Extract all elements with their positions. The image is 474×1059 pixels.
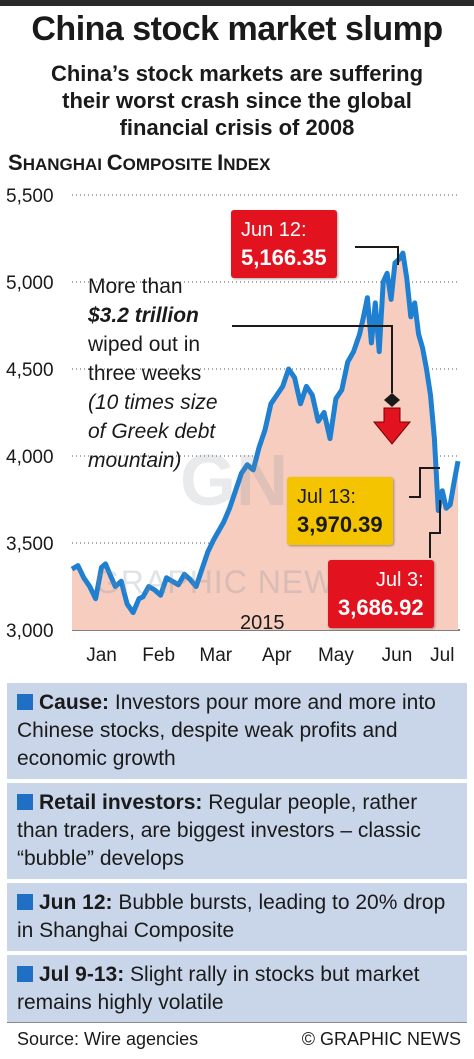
x-tick-label: Apr — [262, 645, 292, 666]
panel-key: Jul 9-13: — [39, 963, 125, 986]
chart-title-i: I — [217, 150, 224, 175]
x-tick-label: May — [318, 645, 354, 666]
jun12-value: 5,166.35 — [241, 245, 327, 270]
watermark-text: GRAPHIC NEWS — [95, 564, 358, 600]
y-tick-label: 3,000 — [6, 621, 54, 642]
chart-title-c: C — [106, 150, 123, 175]
footer: Source: Wire agencies © GRAPHIC NEWS — [7, 1022, 467, 1053]
note-leader — [232, 325, 393, 393]
note-line-1: More than — [88, 275, 183, 298]
note-line-3: wiped out in — [88, 333, 201, 356]
x-axis-ticks: Jan Feb Mar Apr May Jun Jul — [86, 645, 454, 666]
x-tick-label: Mar — [199, 645, 232, 666]
chart-title-s: S — [8, 150, 23, 175]
index-line — [70, 250, 461, 616]
panel-key: Cause: — [39, 691, 110, 714]
subhead-line-2: their worst crash since the global — [62, 88, 412, 113]
jul3-callout: Jul 3: 3,686.92 — [328, 560, 434, 628]
jul13-label: Jul 13: — [297, 486, 356, 508]
panel-text: Slight rally in stocks but market remain… — [17, 963, 420, 1014]
panel-retail-investors: Retail investors: Regular people, rather… — [7, 783, 467, 879]
bullet-square-icon — [17, 694, 33, 710]
x-tick-label: Jun — [382, 645, 413, 666]
note-line-5: (10 times size — [88, 391, 218, 414]
jul3-leader — [429, 500, 441, 558]
subhead-line-1: China’s stock markets are suffering — [50, 61, 424, 86]
panel-cause: Cause: Investors pour more and more into… — [7, 683, 467, 779]
year-label: 2015 — [240, 612, 285, 634]
jul13-callout: Jul 13: 3,970.39 — [287, 477, 393, 545]
y-tick-label: 5,000 — [6, 273, 54, 294]
headline: China stock market slump — [31, 10, 443, 48]
note-line-2: $3.2 trillion — [88, 304, 199, 327]
source-credit: Source: Wire agencies — [17, 1029, 199, 1049]
x-tick-label: Feb — [142, 645, 175, 666]
bullet-square-icon — [17, 966, 33, 982]
subhead-line-3: financial crisis of 2008 — [119, 115, 355, 140]
y-axis-ticks: 3,000 3,500 4,000 4,500 5,000 5,500 — [6, 186, 54, 642]
note-line-4: three weeks — [88, 362, 202, 385]
chart-title-i-rest: NDEX — [223, 155, 271, 174]
trillion-note: More than $3.2 trillion wiped out in thr… — [88, 272, 348, 475]
panel-text: Regular people, rather than traders, are… — [17, 791, 421, 870]
jun12-leader — [355, 246, 399, 265]
panel-jul9-13: Jul 9-13: Slight rally in stocks but mar… — [7, 955, 467, 1023]
panel-key: Retail investors: — [39, 791, 203, 814]
jun12-label: Jun 12: — [241, 219, 307, 241]
bullet-square-icon — [17, 894, 33, 910]
jul13-leader — [409, 467, 440, 498]
watermark-logo: GN — [180, 441, 288, 521]
note-line-6: of Greek debt — [88, 420, 216, 443]
callout-leaders — [232, 246, 441, 558]
y-tick-label: 4,500 — [6, 360, 54, 381]
chart-title-c-rest: OMPOSITE — [122, 155, 218, 174]
jul13-value: 3,970.39 — [297, 512, 383, 537]
jun12-callout: Jun 12: 5,166.35 — [231, 210, 337, 278]
y-tick-label: 3,500 — [6, 534, 54, 555]
panel-jun12: Jun 12: Bubble bursts, leading to 20% dr… — [7, 883, 467, 951]
panel-key: Jun 12: — [39, 891, 113, 914]
x-tick-label: Jul — [430, 645, 454, 666]
y-tick-label: 5,500 — [6, 186, 54, 207]
chart-title-s-rest: HANGHAI — [22, 155, 107, 174]
y-tick-label: 4,000 — [6, 447, 54, 468]
chart-title: SHANGHAI COMPOSITE INDEX — [8, 150, 270, 176]
top-rule — [0, 0, 474, 6]
jul3-label: Jul 3: — [375, 569, 424, 591]
info-panels: Cause: Investors pour more and more into… — [7, 683, 467, 1027]
x-tick-label: Jan — [86, 645, 117, 666]
bullet-square-icon — [17, 794, 33, 810]
subheadline: China’s stock markets are suffering thei… — [0, 60, 474, 141]
note-line-7: mountain) — [88, 449, 182, 472]
panel-text: Bubble bursts, leading to 20% drop in Sh… — [17, 891, 446, 942]
panel-text: Investors pour more and more into Chines… — [17, 691, 436, 770]
down-arrow-icon — [372, 393, 412, 445]
jul3-value: 3,686.92 — [338, 595, 424, 620]
copyright: © GRAPHIC NEWS — [301, 1029, 461, 1049]
